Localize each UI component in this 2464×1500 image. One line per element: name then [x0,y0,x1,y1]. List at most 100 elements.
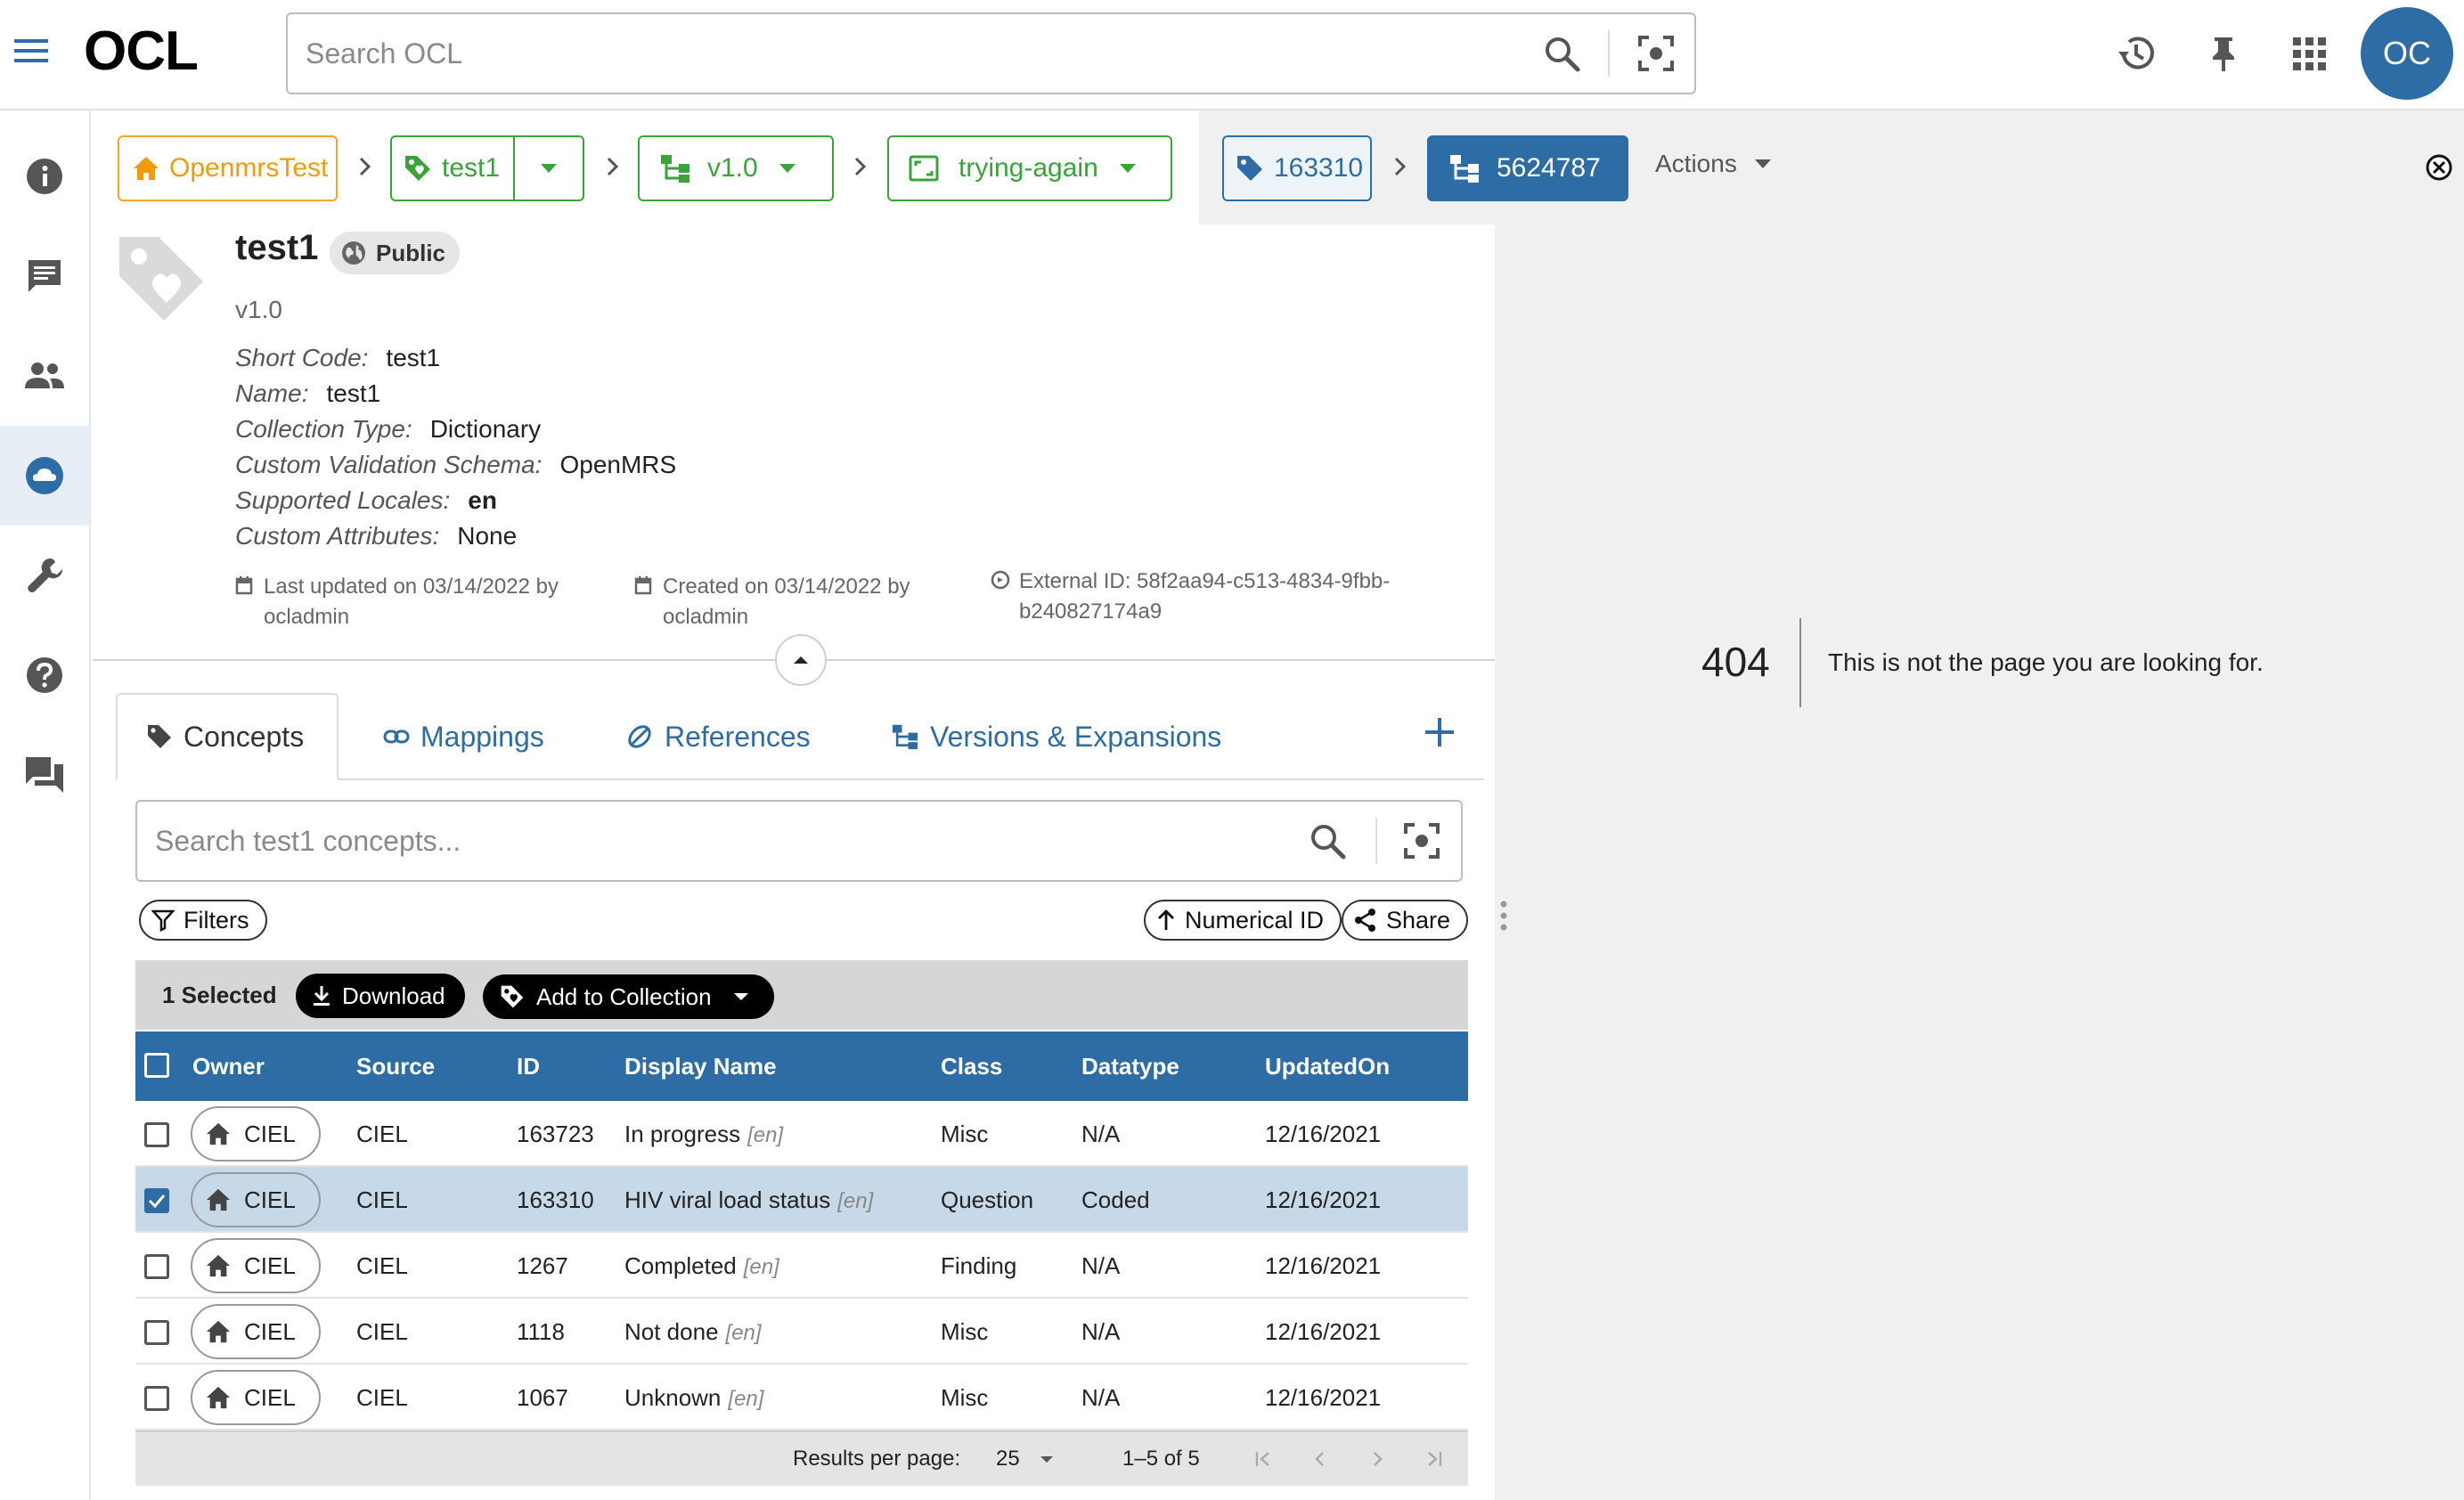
search-icon[interactable] [1308,821,1347,860]
results-per-page-select[interactable]: 25 [996,1447,1054,1471]
references-icon [628,725,651,748]
close-icon[interactable] [2425,153,2453,182]
concept-search-input[interactable] [155,802,1295,880]
filters-button[interactable]: Filters [139,900,267,941]
share-button[interactable]: Share [1342,900,1469,941]
select-all-checkbox[interactable] [144,1053,169,1078]
col-display-name[interactable]: Display Name [624,1053,777,1080]
owner-chip[interactable]: CIEL [191,1304,321,1359]
actions-menu-button[interactable]: Actions [1655,150,1773,178]
owner-chip[interactable]: CIEL [191,1238,321,1293]
nav-help[interactable] [0,625,89,725]
tag-icon [1237,156,1262,181]
attr-custom-attributes: Custom Attributes: None [235,522,518,550]
version-tree-icon [661,155,689,183]
search-divider [1375,818,1377,864]
download-button[interactable]: Download [296,974,465,1018]
nav-tools[interactable] [0,526,89,625]
col-source[interactable]: Source [356,1053,436,1080]
row-checkbox[interactable] [144,1122,169,1147]
table-row[interactable]: CIEL CIEL 163723 In progress [en] Misc N/… [135,1101,1468,1167]
row-checkbox[interactable] [144,1320,169,1345]
breadcrumb-concept[interactable]: 163310 [1222,135,1372,201]
row-checkbox-checked[interactable] [144,1188,169,1213]
next-page-icon[interactable] [1367,1448,1388,1470]
table-row[interactable]: CIEL CIEL 1267 Completed [en] Finding N/A… [135,1233,1468,1299]
collection-tabs: Concepts Mappings References Versions & … [116,693,1484,780]
nav-info[interactable] [0,126,89,226]
tag-icon [148,725,171,748]
breadcrumb-expansion[interactable]: trying-again [887,135,1172,201]
focus-scan-icon[interactable] [1636,34,1676,73]
collection-dropdown-button[interactable] [513,135,584,201]
share-icon [1355,909,1375,932]
cell-source: CIEL [356,1318,408,1345]
tab-versions-expansions[interactable]: Versions & Expansions [891,693,1221,780]
breadcrumb-mapping[interactable]: 5624787 [1427,135,1628,201]
nav-people[interactable] [0,326,89,426]
info-icon [27,159,62,194]
add-icon[interactable] [1422,714,1457,750]
focus-scan-icon[interactable] [1402,821,1441,860]
pin-icon[interactable] [2202,32,2245,75]
attr-short-code: Short Code: test1 [235,344,441,371]
col-updated-on[interactable]: UpdatedOn [1265,1053,1391,1080]
table-row-selected[interactable]: CIEL CIEL 163310 HIV viral load status [e… [135,1167,1468,1233]
owner-chip[interactable]: CIEL [191,1106,321,1162]
link-circle-icon [991,570,1010,590]
add-to-collection-button[interactable]: Add to Collection [483,974,774,1019]
nav-cloud[interactable] [0,426,89,526]
breadcrumb-org[interactable]: OpenmrsTest [118,135,338,201]
caret-down-icon [1754,159,1771,168]
collection-version: v1.0 [235,296,282,323]
cell-datatype: Coded [1081,1186,1150,1213]
app-logo[interactable]: OCL [84,20,199,82]
tab-references[interactable]: References [625,693,811,780]
home-icon [206,1254,231,1277]
cell-datatype: N/A [1081,1384,1121,1411]
cell-updated-on: 12/16/2021 [1265,1252,1382,1279]
menu-icon[interactable] [12,36,55,75]
col-owner[interactable]: Owner [192,1053,265,1080]
last-page-icon[interactable] [1424,1448,1445,1470]
pane-resize-handle[interactable] [1498,900,1509,932]
tab-mappings[interactable]: Mappings [383,693,544,780]
first-page-icon[interactable] [1252,1448,1274,1470]
col-id[interactable]: ID [517,1053,540,1080]
created-info: Created on 03/14/2022 by ocladmin [634,572,910,632]
cell-source: CIEL [356,1121,408,1147]
forum-icon [26,757,63,793]
row-checkbox[interactable] [144,1386,169,1411]
home-icon [206,1122,231,1145]
help-icon [27,657,62,693]
search-icon[interactable] [1542,34,1581,73]
owner-chip[interactable]: CIEL [191,1172,321,1227]
breadcrumb-collection[interactable]: test1 [390,135,515,201]
breadcrumb-version[interactable]: v1.0 [638,135,834,201]
apps-grid-icon[interactable] [2288,32,2330,75]
collapse-header-button[interactable] [775,634,827,686]
visibility-badge: Public [330,232,461,274]
cell-updated-on: 12/16/2021 [1265,1186,1382,1213]
col-class[interactable]: Class [941,1053,1003,1080]
table-row[interactable]: CIEL CIEL 1067 Unknown [en] Misc N/A 12/1… [135,1365,1468,1431]
owner-chip[interactable]: CIEL [191,1370,321,1425]
prev-page-icon[interactable] [1310,1448,1331,1470]
history-icon[interactable] [2115,32,2158,75]
search-input[interactable] [306,14,1535,93]
user-avatar[interactable]: OC [2361,7,2453,100]
nav-comments[interactable] [0,226,89,326]
cell-datatype: N/A [1081,1318,1121,1345]
table-row[interactable]: CIEL CIEL 1118 Not done [en] Misc N/A 12/… [135,1299,1468,1365]
caret-down-icon [779,164,795,173]
caret-down-icon [733,993,748,1000]
error-code: 404 [1701,639,1770,685]
tab-concepts[interactable]: Concepts [116,693,339,780]
left-sidebar [0,110,91,1500]
row-checkbox[interactable] [144,1254,169,1279]
nav-forum[interactable] [0,725,89,825]
sort-numerical-id-button[interactable]: Numerical ID [1144,900,1342,941]
col-datatype[interactable]: Datatype [1081,1053,1179,1080]
cell-datatype: N/A [1081,1121,1121,1147]
error-divider [1799,618,1801,707]
